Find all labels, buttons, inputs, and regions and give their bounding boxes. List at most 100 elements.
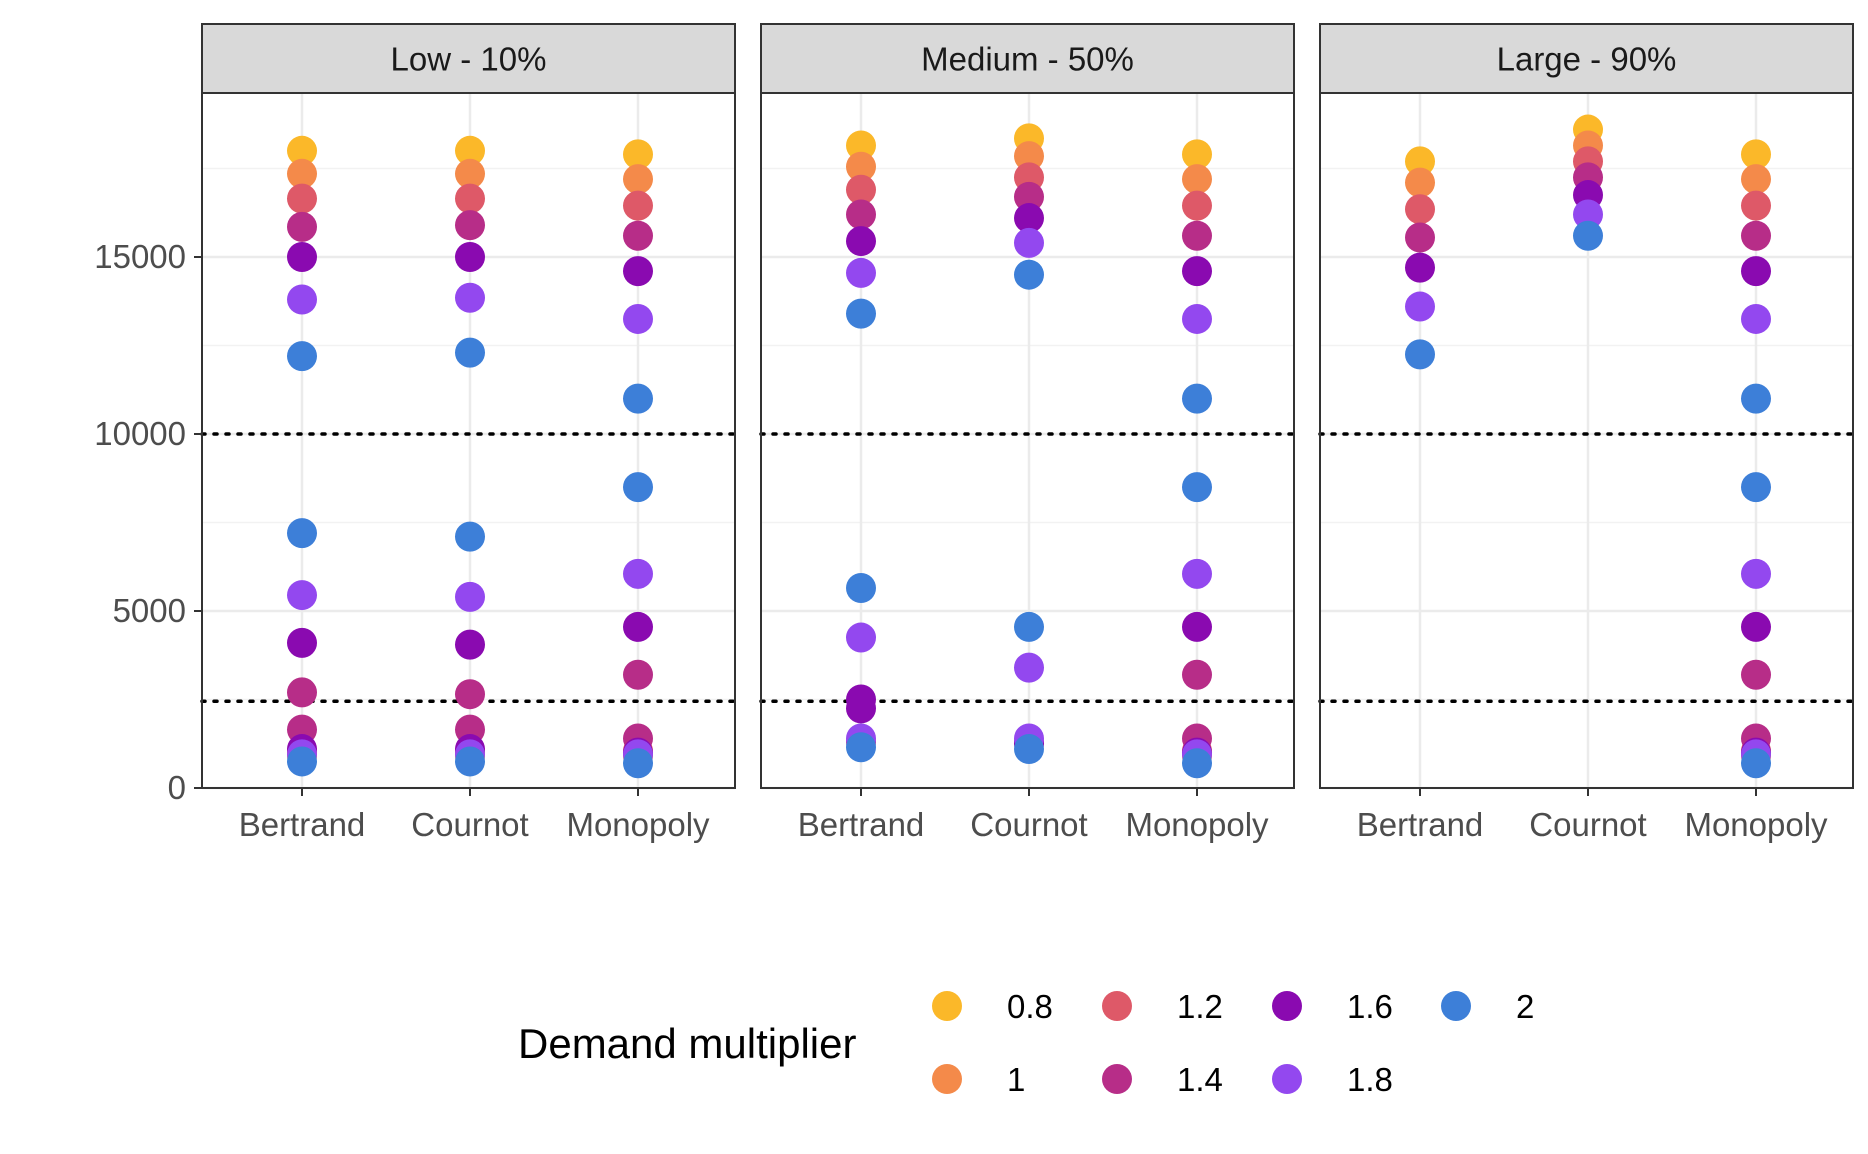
data-point	[287, 580, 317, 611]
data-point	[287, 183, 317, 214]
y-tick-label: 5000	[113, 592, 186, 629]
data-point	[846, 298, 876, 329]
data-point	[1182, 659, 1212, 690]
data-point	[846, 622, 876, 653]
axes-layer: 0 5000 10000 15000 Bertrand Cournot Monopoly Be…	[94, 238, 1828, 843]
data-point	[623, 611, 653, 642]
data-point	[1182, 748, 1212, 779]
y-tick-label: 0	[168, 769, 186, 806]
y-tick-label: 10000	[94, 415, 186, 452]
data-point	[1182, 472, 1212, 503]
data-point	[455, 679, 485, 710]
data-point	[455, 242, 485, 272]
y-tick-label: 15000	[94, 238, 186, 275]
data-point	[1573, 199, 1603, 230]
data-point	[1741, 303, 1771, 334]
data-point	[287, 677, 317, 708]
data-point	[1741, 139, 1771, 170]
data-point	[1182, 303, 1212, 334]
data-point	[287, 746, 317, 777]
x-tick-label: Monopoly	[566, 806, 710, 843]
data-point	[1405, 291, 1435, 322]
legend: Demand multiplier 0.8 1 1.2 1.4 1.6 1.8 2	[518, 988, 1534, 1098]
data-point	[1741, 472, 1771, 503]
facet-strip-label: Low - 10%	[391, 41, 547, 78]
data-point	[1014, 203, 1044, 234]
data-point	[1741, 164, 1771, 195]
data-point	[846, 572, 876, 603]
data-point	[455, 210, 485, 241]
data-point	[1741, 383, 1771, 414]
data-point	[455, 282, 485, 313]
legend-label: 1.4	[1177, 1061, 1223, 1098]
data-point	[1405, 146, 1435, 177]
data-point	[623, 139, 653, 170]
data-point	[1014, 652, 1044, 683]
data-point	[287, 158, 317, 189]
data-point	[1014, 611, 1044, 642]
data-point	[287, 135, 317, 166]
legend-title: Demand multiplier	[518, 1020, 856, 1067]
data-point	[846, 130, 876, 161]
data-point	[623, 748, 653, 779]
data-point	[846, 693, 876, 724]
data-point	[1405, 339, 1435, 370]
data-point	[846, 226, 876, 257]
data-point	[287, 211, 317, 242]
data-point	[623, 303, 653, 334]
data-point	[1182, 190, 1212, 221]
data-point	[1405, 252, 1435, 283]
data-point	[1573, 220, 1603, 251]
x-tick-label: Bertrand	[239, 806, 366, 843]
facet-strip	[760, 23, 1295, 94]
data-point	[623, 558, 653, 589]
data-point	[287, 284, 317, 315]
data-point	[1741, 748, 1771, 779]
data-point	[623, 190, 653, 221]
data-point	[455, 581, 485, 612]
data-point	[455, 337, 485, 368]
legend-label: 1.2	[1177, 988, 1223, 1025]
data-point	[623, 164, 653, 195]
data-point	[846, 174, 876, 205]
data-point	[1182, 164, 1212, 195]
data-point	[1405, 194, 1435, 225]
data-point	[1741, 659, 1771, 690]
legend-key	[1272, 991, 1302, 1021]
data-point	[623, 256, 653, 287]
data-point	[1182, 139, 1212, 170]
legend-key	[932, 991, 962, 1021]
data-point	[1741, 190, 1771, 221]
facet-strip-label: Medium - 50%	[921, 41, 1134, 78]
data-point	[623, 383, 653, 414]
data-point	[287, 518, 317, 549]
data-point	[1014, 181, 1044, 212]
x-tick-label: Monopoly	[1684, 806, 1828, 843]
data-point	[1014, 227, 1044, 258]
x-tick-label: Cournot	[1529, 806, 1646, 843]
x-tick-label: Cournot	[411, 806, 528, 843]
points-layer	[287, 114, 1771, 779]
data-point	[1182, 611, 1212, 642]
data-point	[287, 242, 317, 272]
x-tick-label: Monopoly	[1125, 806, 1269, 843]
data-point	[455, 135, 485, 166]
x-tick-label: Bertrand	[798, 806, 925, 843]
data-point	[1014, 734, 1044, 765]
data-point	[1014, 259, 1044, 290]
x-tick-label: Bertrand	[1357, 806, 1484, 843]
data-point	[1741, 611, 1771, 642]
data-point	[1182, 256, 1212, 287]
data-point	[287, 341, 317, 372]
data-point	[455, 629, 485, 660]
facet-strip	[1319, 23, 1854, 94]
data-point	[1741, 256, 1771, 287]
legend-label: 1.8	[1347, 1061, 1393, 1098]
data-point	[623, 659, 653, 690]
legend-key	[1272, 1064, 1302, 1094]
facet-strip	[201, 23, 736, 94]
data-point	[846, 732, 876, 763]
legend-label: 2	[1516, 988, 1534, 1025]
legend-key	[1441, 991, 1471, 1021]
